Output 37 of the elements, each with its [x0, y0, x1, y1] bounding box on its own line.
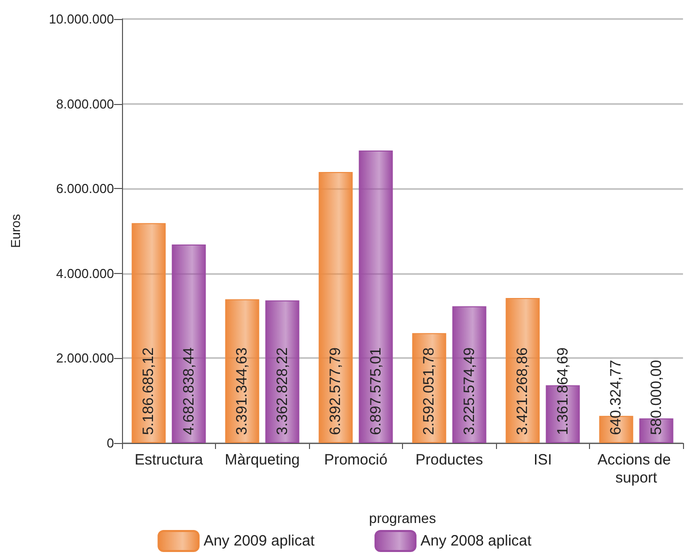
data-label: 1.361.864,69	[554, 347, 572, 435]
data-label: 2.592.051,78	[420, 347, 438, 435]
y-tick-label: 8.000.000	[56, 96, 114, 112]
data-label: 6.897.575,01	[367, 347, 384, 435]
y-tick-label: 2.000.000	[56, 350, 114, 366]
bar	[132, 223, 166, 443]
x-tick-label: Màrqueting	[224, 452, 300, 468]
data-label: 3.225.574,49	[460, 347, 478, 435]
bar	[412, 333, 446, 443]
y-axis-title: Euros	[8, 214, 23, 248]
y-tick-label: 4.000.000	[56, 266, 114, 281]
legend-label: Any 2009 aplicat	[204, 532, 316, 550]
bar	[506, 298, 540, 443]
bar	[225, 299, 260, 443]
bar	[318, 172, 353, 443]
x-axis-title: programes	[369, 510, 436, 526]
data-label: 5.186.685,12	[140, 347, 158, 435]
bar	[358, 150, 393, 443]
y-tick-label: 6.000.000	[56, 181, 114, 196]
data-label: 3.362.828,22	[274, 347, 291, 435]
data-label: 640.324,77	[608, 360, 625, 435]
data-label: 3.421.268,86	[514, 347, 532, 435]
x-tick-label: Estructura	[134, 452, 204, 468]
x-tick-label: Promoció	[324, 452, 388, 468]
x-tick-label: Accions de suport	[597, 452, 676, 486]
data-label: 580.000,00	[648, 360, 665, 435]
x-tick-label: Productes	[415, 452, 484, 468]
bar	[265, 300, 300, 443]
data-label: 3.391.344,63	[234, 347, 251, 435]
y-tick-label: 0	[106, 436, 114, 450]
y-tick-label: 10.000.000	[48, 12, 114, 26]
legend-label: Any 2008 aplicat	[420, 532, 532, 550]
x-tick-label: ISI	[534, 452, 552, 468]
bar	[172, 244, 206, 443]
data-label: 4.682.838,44	[180, 347, 198, 435]
data-label: 6.392.577,79	[327, 347, 344, 435]
bar	[452, 306, 486, 443]
